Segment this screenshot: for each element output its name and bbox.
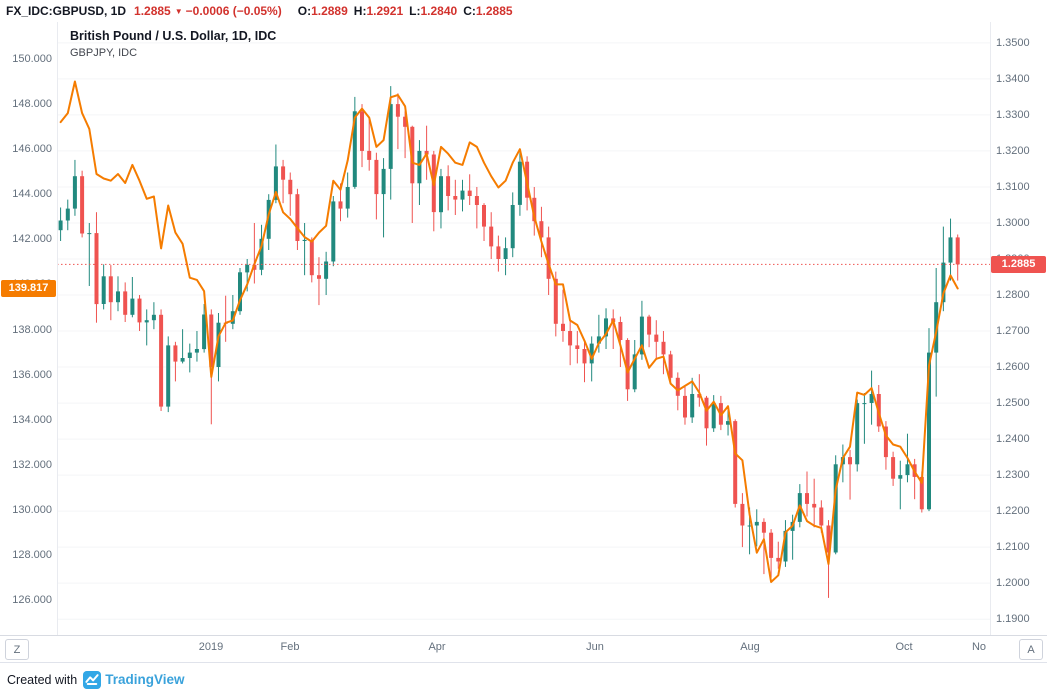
auto-scale-button[interactable]: A xyxy=(1019,639,1043,660)
symbol-name[interactable]: FX_IDC:GBPUSD, 1D xyxy=(6,4,127,18)
close-label: C: xyxy=(463,4,476,18)
high-value: 1.2921 xyxy=(366,4,404,18)
last-price: 1.2885 xyxy=(134,4,171,18)
open-label: O: xyxy=(297,4,312,18)
gbpusd-candle-series xyxy=(58,86,960,598)
tradingview-logo-icon[interactable] xyxy=(83,670,102,689)
high-label: H: xyxy=(353,4,367,18)
timezone-button[interactable]: Z xyxy=(5,639,29,660)
gbpjpy-line-series xyxy=(59,80,959,583)
open-value: 1.2889 xyxy=(311,4,348,18)
down-triangle-icon: ▼ xyxy=(174,6,183,16)
price-change: −0.0006 (−0.05%) xyxy=(185,4,282,18)
low-label: L: xyxy=(409,4,421,18)
close-value: 1.2885 xyxy=(475,4,513,18)
symbol-info-bar: FX_IDC:GBPUSD, 1D 1.2885 ▼ −0.0006 (−0.0… xyxy=(0,0,1047,22)
low-value: 1.2840 xyxy=(420,4,458,18)
tradingview-brand-link[interactable]: TradingView xyxy=(105,672,185,687)
price-chart[interactable]: British Pound / U.S. Dollar, 1D, IDC GBP… xyxy=(0,22,1047,662)
created-with-text: Created with xyxy=(7,672,78,687)
attribution-footer: Created with TradingView xyxy=(0,662,1047,696)
chart-canvas[interactable] xyxy=(0,22,1047,662)
